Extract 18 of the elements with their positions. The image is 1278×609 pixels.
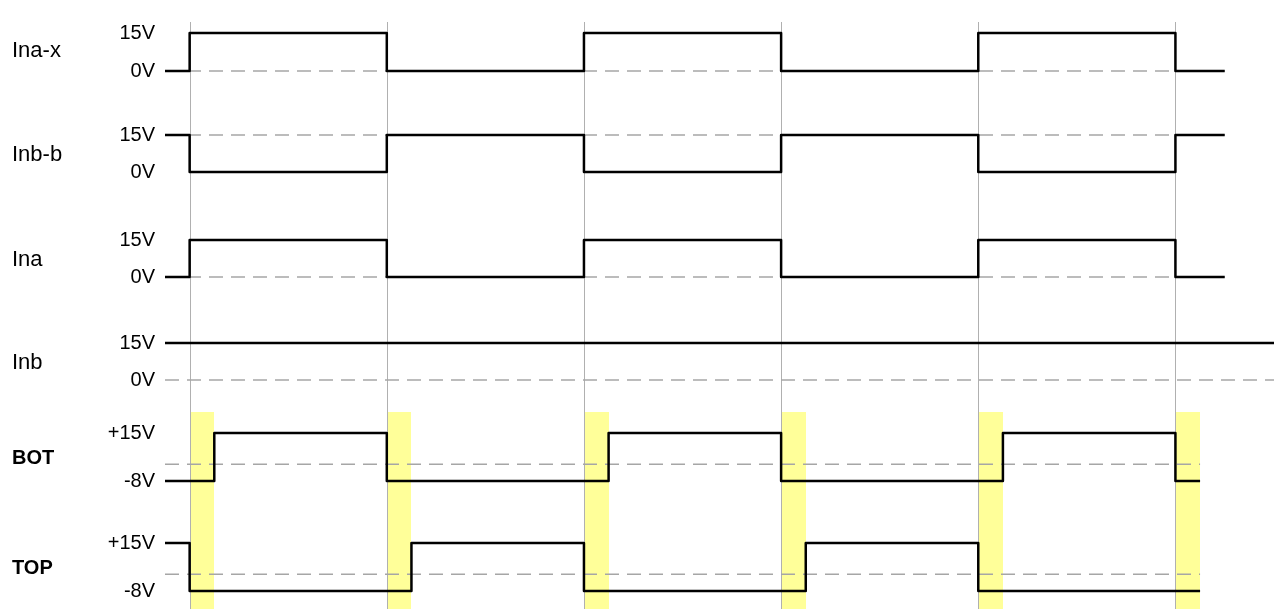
y-tick-label: 0V	[130, 58, 156, 81]
y-axis-title: Inb-b	[12, 140, 63, 167]
y-tick-label: 15V	[119, 20, 156, 43]
y-tick-label: -8V	[123, 578, 156, 601]
y-tick-label: 0V	[130, 159, 156, 182]
y-axis-title: TOP	[12, 555, 53, 578]
y-axis-title: Inb	[12, 348, 43, 375]
y-tick-label: 15V	[119, 227, 156, 250]
y-tick-label: +15V	[107, 420, 156, 443]
y-tick-label: 0V	[130, 367, 156, 390]
y-tick-label: -8V	[123, 468, 156, 491]
y-tick-label: 15V	[119, 330, 156, 353]
y-axis-title: Ina-x	[12, 36, 61, 63]
y-tick-label: 0V	[130, 264, 156, 287]
y-tick-label: 15V	[119, 122, 156, 145]
y-axis-title: Ina	[12, 245, 43, 272]
y-axis-title: BOT	[12, 445, 55, 468]
y-tick-label: +15V	[107, 530, 156, 553]
